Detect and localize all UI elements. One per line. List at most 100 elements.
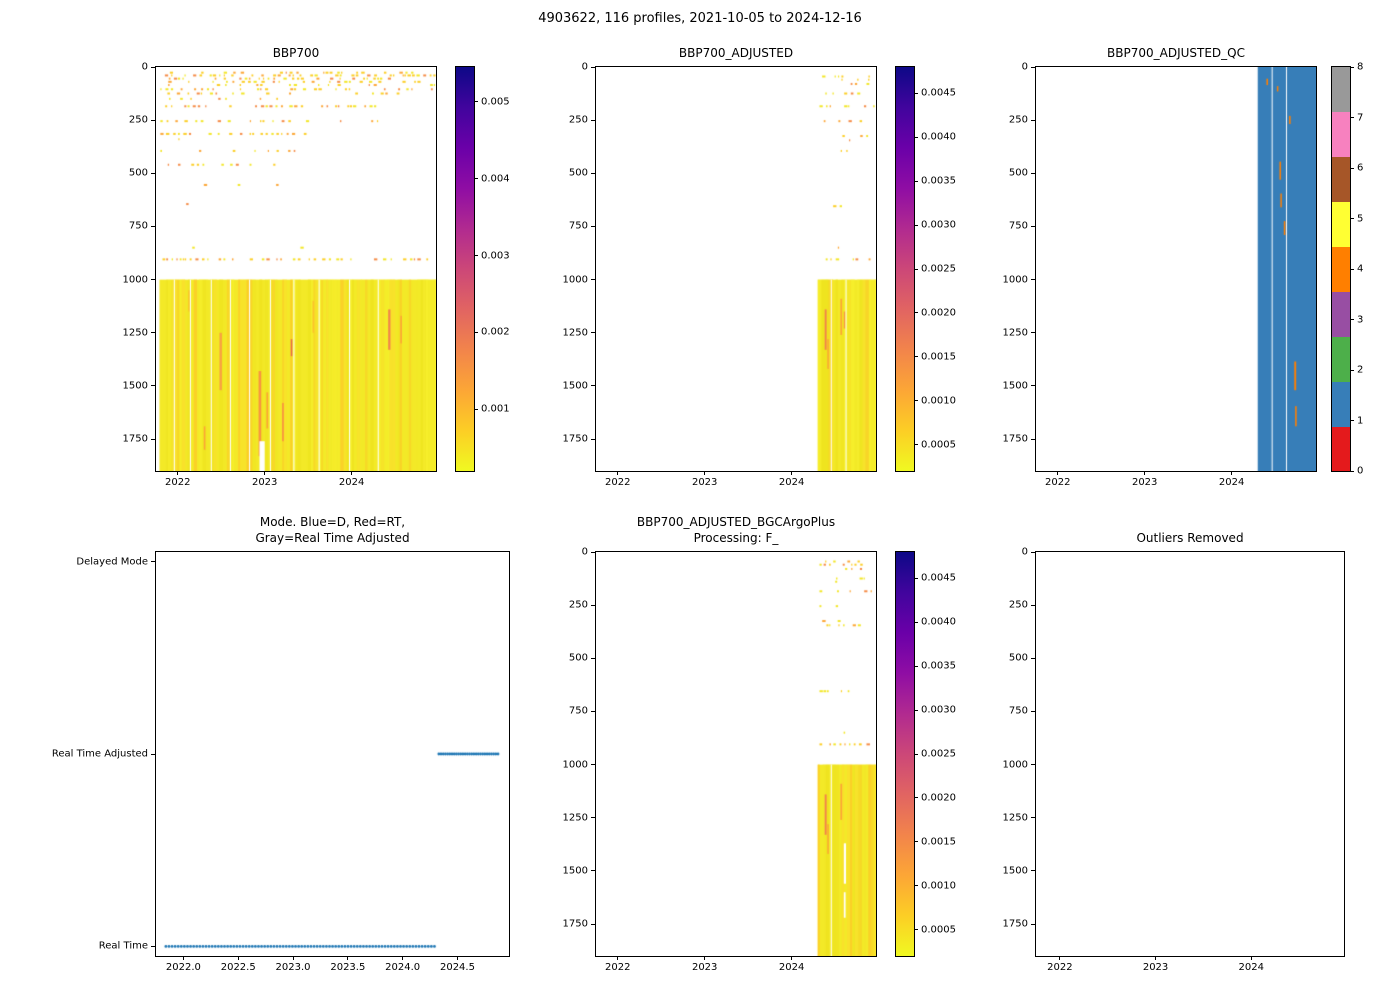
colorbar-tick-mark [914, 356, 918, 358]
y-tick-mark [151, 332, 155, 334]
colorbar-tick-label: 0.0035 [921, 175, 956, 187]
x-tick-mark [791, 471, 793, 475]
y-tick-mark [1031, 279, 1035, 281]
colorbar-tick-mark [914, 92, 918, 94]
colorbar-tick-label: 3 [1357, 314, 1364, 325]
colorbar-tick-mark [914, 312, 918, 314]
x-tick-mark [177, 471, 179, 475]
subplot-bbp700-adjusted: BBP700_ADJUSTED 2022 2023 2024 0 250 500 750 10… [563, 46, 877, 488]
bgcargoplus-heatmap-canvas [596, 552, 876, 956]
colorbar-tick-mark [914, 709, 918, 711]
y-tick-mark [1031, 710, 1035, 712]
y-tick-label: 500 [568, 167, 588, 179]
colorbar-tick-mark [1350, 117, 1354, 118]
colorbar-tick-mark [914, 136, 918, 138]
colorbar-tick-label: 0.0015 [921, 351, 956, 363]
y-tick-label: 0 [581, 546, 588, 558]
x-tick-label: 2024 [1218, 477, 1245, 488]
colorbar-tick-mark [474, 255, 478, 257]
colorbar-tick-mark [1350, 420, 1354, 421]
y-tick-mark [1031, 657, 1035, 659]
y-tick-mark [151, 119, 155, 121]
subplot-mode: Mode. Blue=D, Red=RT, Gray=Real Time Adj… [52, 515, 510, 973]
y-tick-mark [1031, 332, 1035, 334]
y-tick-label: 750 [568, 705, 588, 717]
colorbar-tick-label: 7 [1357, 112, 1364, 123]
y-tick-label: 750 [128, 220, 148, 232]
y-tick-label: 250 [128, 114, 148, 126]
colorbar-tick-label: 0.0020 [921, 307, 956, 319]
y-tick-mark [591, 279, 595, 281]
outliers-removed-canvas [1036, 552, 1344, 956]
colorbar-tick-mark [914, 180, 918, 182]
colorbar-tick-label: 0.0010 [921, 395, 956, 407]
y-tick-mark [151, 945, 155, 947]
y-tick-label: 1500 [1002, 380, 1028, 392]
x-tick-label: 2022.0 [165, 962, 201, 973]
colorbar-tick-label: 0.0045 [921, 572, 956, 584]
y-tick-label: 1750 [562, 433, 588, 445]
subplot-bbp700-adjusted-title: BBP700_ADJUSTED [678, 45, 794, 60]
colorbar-tick-label: 0.0040 [921, 616, 956, 628]
x-tick-label: 2023 [1131, 477, 1158, 488]
subplot-bbp700-adjusted-qc-title: BBP700_ADJUSTED_QC [1107, 45, 1245, 60]
qc-color-segment [1332, 111, 1350, 158]
y-tick-mark [151, 225, 155, 227]
colorbar-tick-mark [914, 621, 918, 623]
y-tick-mark [1031, 385, 1035, 387]
qc-color-segment [1332, 201, 1350, 248]
x-tick-label: 2023 [1142, 962, 1169, 973]
x-tick-mark [456, 956, 458, 960]
x-tick-mark [1155, 956, 1157, 960]
colorbar-tick-label: 0.0020 [921, 792, 956, 804]
y-tick-mark [151, 172, 155, 174]
colorbar-tick-label: 0.004 [481, 173, 510, 185]
colorbar-bgcargoplus: 0.0005 0.0010 0.0015 0.0020 0.0025 0.0030 0.00… [895, 551, 956, 957]
y-tick-label: 1750 [122, 433, 148, 445]
colorbar-tick-label: 1 [1357, 415, 1364, 426]
x-tick-mark [704, 956, 706, 960]
colorbar-tick-label: 4 [1357, 263, 1364, 275]
y-tick-label: 1250 [562, 327, 588, 339]
subplot-bbp700: BBP700 2022 2023 2024 0 250 500 750 1000 1250 150… [123, 46, 437, 488]
colorbar-tick-label: 2 [1357, 364, 1364, 376]
y-tick-mark [151, 279, 155, 281]
colorbar-tick-mark [914, 753, 918, 755]
colorbar-tick-label: 0 [1357, 465, 1364, 477]
figure-title: 4903622, 116 profiles, 2021-10-05 to 202… [538, 11, 862, 26]
y-tick-mark [1031, 172, 1035, 174]
x-tick-label: 2024 [778, 477, 805, 488]
colorbar-tick-mark [1350, 66, 1354, 68]
y-tick-label: 1750 [1002, 433, 1028, 445]
y-tick-label: 500 [128, 167, 148, 179]
y-tick-mark [1031, 119, 1035, 121]
bbp700-adjusted-heatmap-canvas [596, 67, 876, 471]
y-tick-label: Delayed Mode [76, 556, 148, 568]
y-tick-mark [591, 551, 595, 553]
colorbar-tick-mark [914, 929, 918, 931]
x-tick-label: 2023.0 [275, 962, 311, 973]
x-tick-label: 2024 [778, 962, 805, 973]
y-tick-mark [591, 385, 595, 387]
colorbar-tick-label: 0.0025 [921, 748, 956, 760]
y-tick-mark [1031, 66, 1035, 68]
x-tick-mark [351, 471, 353, 475]
y-tick-label: 0 [141, 61, 148, 73]
qc-color-segment [1332, 291, 1350, 337]
y-tick-mark [151, 753, 155, 755]
x-tick-label: 2022 [1047, 962, 1073, 973]
y-tick-label: 500 [1008, 167, 1028, 179]
x-tick-mark [182, 956, 184, 960]
y-tick-label: 500 [568, 652, 588, 664]
colorbar-tick-label: 0.0040 [921, 131, 956, 143]
colorbar-tick-mark [474, 178, 478, 180]
x-tick-label: 2022.5 [220, 962, 256, 973]
colorbar-tick-label: 0.0015 [921, 836, 956, 848]
x-tick-mark [791, 956, 793, 960]
y-tick-label: 250 [1008, 114, 1028, 126]
x-tick-label: 2023.5 [330, 962, 366, 973]
y-tick-mark [1031, 870, 1035, 872]
qc-color-segment [1332, 246, 1350, 292]
colorbar-tick-mark [474, 101, 478, 103]
colorbar-tick-mark [1350, 470, 1354, 472]
